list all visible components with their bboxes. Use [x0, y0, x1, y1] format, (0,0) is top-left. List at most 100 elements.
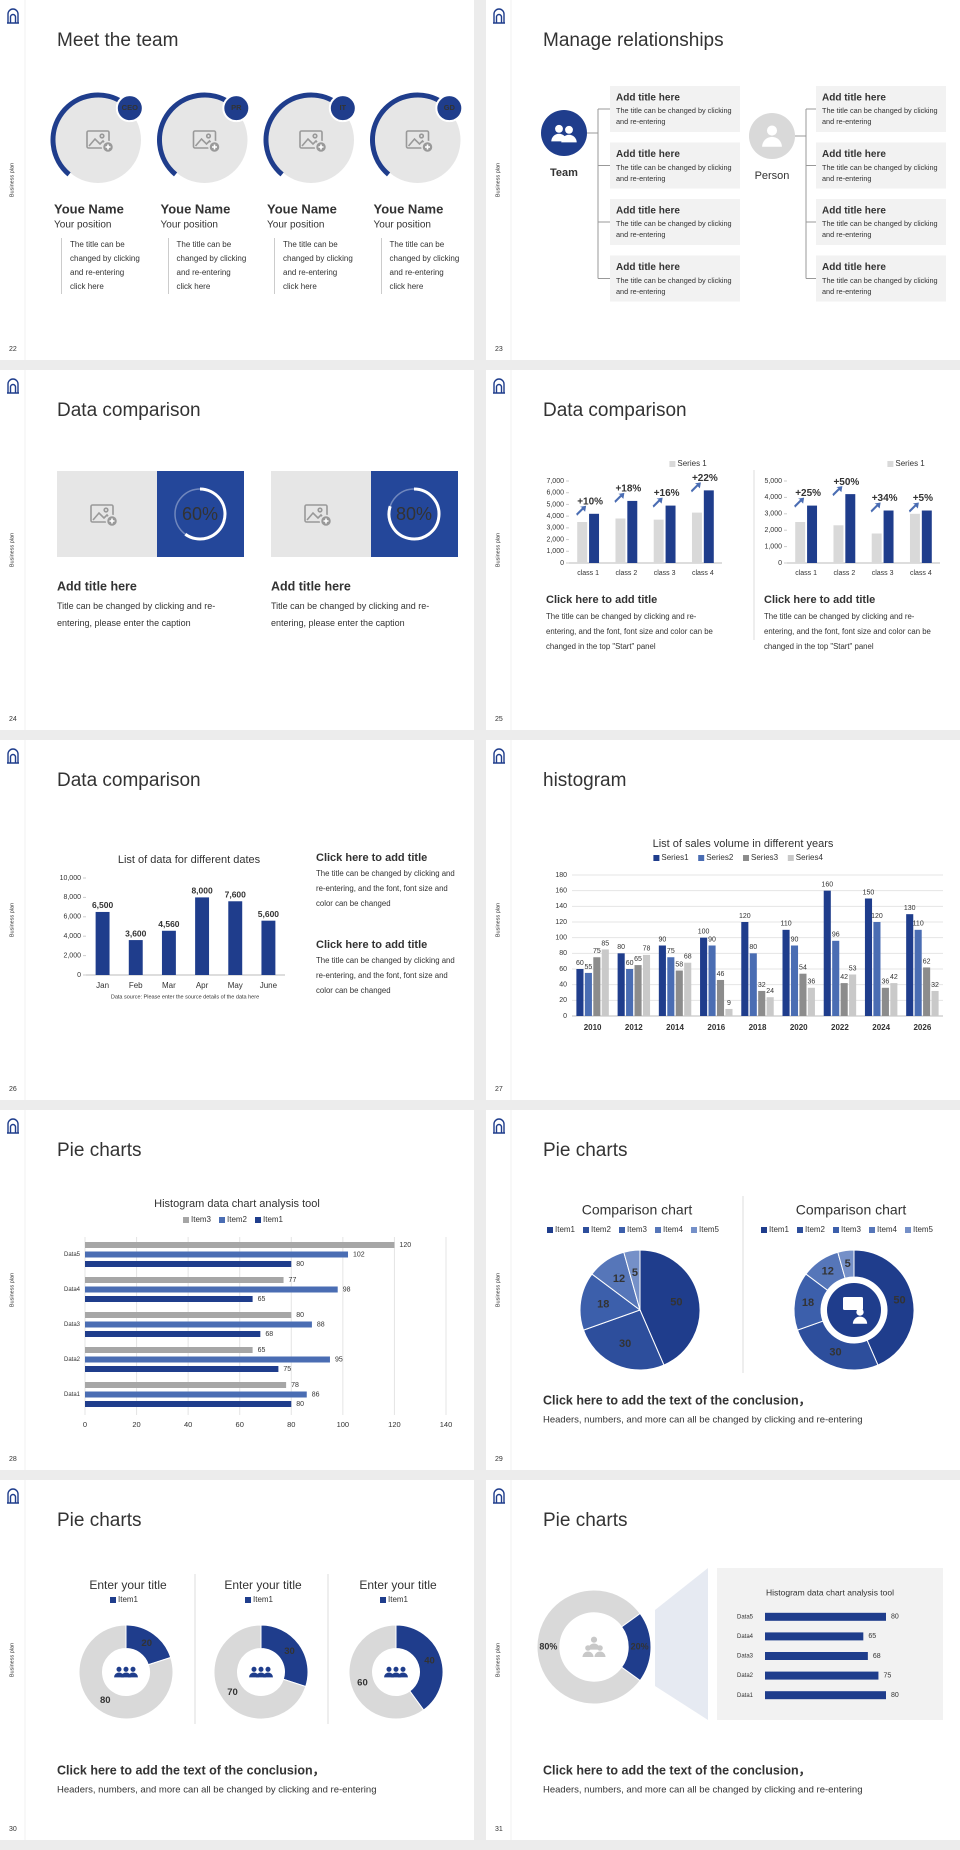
bar [931, 990, 939, 1016]
data-label: 58 [675, 961, 683, 968]
bar [85, 1286, 338, 1293]
icon-head [265, 1666, 271, 1672]
member-name: Youe Name [267, 201, 337, 216]
x-tick-label: 0 [83, 1420, 87, 1429]
data-label: 42 [890, 974, 898, 981]
member-name: Youe Name [374, 201, 444, 216]
icon-head [400, 1666, 406, 1672]
y-tick-label: Data3 [64, 1322, 81, 1328]
slide-title: Meet the team [57, 30, 178, 51]
bar [765, 1691, 886, 1700]
member-name: Youe Name [54, 201, 124, 216]
data-label: 65 [634, 956, 642, 963]
icon-sun [317, 507, 323, 513]
y-tick-label: 5,000 [546, 501, 564, 508]
data-label: 55 [584, 964, 592, 971]
annotation-arrow [870, 502, 881, 513]
bar [758, 990, 766, 1016]
chart-title: Comparison chart [796, 1202, 907, 1218]
slice-label: 18 [597, 1298, 609, 1310]
bar [653, 519, 664, 563]
person-icon [128, 1666, 138, 1678]
bar [85, 1261, 292, 1267]
x-tick-label: 2026 [913, 1023, 931, 1032]
bar [833, 525, 844, 563]
icon-body [594, 1651, 606, 1657]
legend-label: Item2 [591, 1225, 612, 1234]
slide: Business plan 30 Pie charts Enter your titl… [0, 1480, 474, 1840]
data-label: 24 [766, 988, 774, 995]
bar [864, 898, 873, 1016]
chart-title: Enter your title [359, 1578, 437, 1592]
conclusion-text: Headers, numbers, and more can all be ch… [543, 1785, 863, 1796]
page-number: 22 [9, 346, 17, 353]
photo-circle [55, 97, 141, 183]
legend-swatch [698, 855, 705, 861]
legend-label: Item1 [118, 1595, 139, 1604]
image-placeholder-icon [90, 504, 119, 528]
data-label: 150 [863, 889, 875, 896]
paragraph: The title can be changed by clicking and… [274, 238, 355, 294]
page-number: 29 [495, 1456, 503, 1463]
y-tick-label: Data4 [737, 1634, 754, 1640]
y-tick-label: 100 [555, 935, 567, 942]
paragraph: The title can be changed by clicking and… [380, 238, 462, 294]
bar [85, 1331, 261, 1337]
bar [85, 1296, 253, 1302]
logo [493, 8, 505, 24]
chart-title: Histogram data chart analysis tool [766, 1587, 894, 1597]
bar [725, 1008, 733, 1016]
person-icon [398, 1666, 408, 1678]
icon-plus [105, 144, 111, 150]
slide: Business plan 29 Pie charts Comparison char… [486, 1110, 960, 1470]
legend-label: Series3 [751, 853, 779, 862]
legend-label: Series4 [796, 853, 824, 862]
bar [906, 914, 914, 1016]
y-tick-label: 4,000 [63, 933, 81, 940]
bar [923, 967, 931, 1016]
slice [623, 1249, 641, 1311]
panel-heading: Add title here [57, 579, 137, 593]
data-label: 86 [312, 1391, 320, 1398]
legend-label: Item3 [191, 1215, 212, 1224]
conclusion-text: Headers, numbers, and more can all be ch… [57, 1785, 377, 1796]
icon-sun [99, 133, 105, 139]
slice-label: 80 [100, 1695, 111, 1706]
icon-head [393, 1666, 399, 1672]
bar [883, 510, 894, 563]
data-label: 68 [265, 1331, 273, 1338]
data-label: 5,600 [258, 909, 280, 919]
legend-swatch [547, 1227, 553, 1233]
badge [328, 94, 357, 123]
icon-plus [323, 518, 329, 524]
legend-swatch [219, 1217, 225, 1223]
slide-canvas: Business plan 23 Manage relationships Team A… [493, 0, 946, 360]
badge [435, 94, 464, 123]
data-label: 110 [913, 921, 924, 928]
data-label: 8,000 [191, 886, 213, 896]
data-label: 36 [881, 979, 889, 986]
legend-label: Item1 [388, 1595, 409, 1604]
legend-swatch [743, 855, 749, 861]
icon-head [130, 1666, 136, 1672]
x-tick-label: Apr [196, 981, 209, 990]
badge [222, 94, 251, 123]
data-label: 80 [891, 1692, 899, 1699]
data-label: 80 [296, 1312, 304, 1319]
annotation-arrow [690, 482, 701, 493]
annotation: +34% [872, 493, 898, 504]
side-label: Business plan [495, 1273, 501, 1307]
bar [658, 945, 666, 1016]
y-tick-label: 4,000 [546, 513, 564, 520]
legend-swatch [583, 1227, 589, 1233]
legend-swatch [797, 1227, 803, 1233]
side-label: Business plan [9, 163, 15, 197]
bar [700, 937, 708, 1016]
bar [576, 969, 584, 1016]
x-tick-label: 2014 [666, 1023, 684, 1032]
photo-arc [157, 92, 232, 177]
bar [85, 1356, 330, 1363]
icon-head [555, 124, 563, 133]
item-title: Add title here [822, 262, 886, 273]
